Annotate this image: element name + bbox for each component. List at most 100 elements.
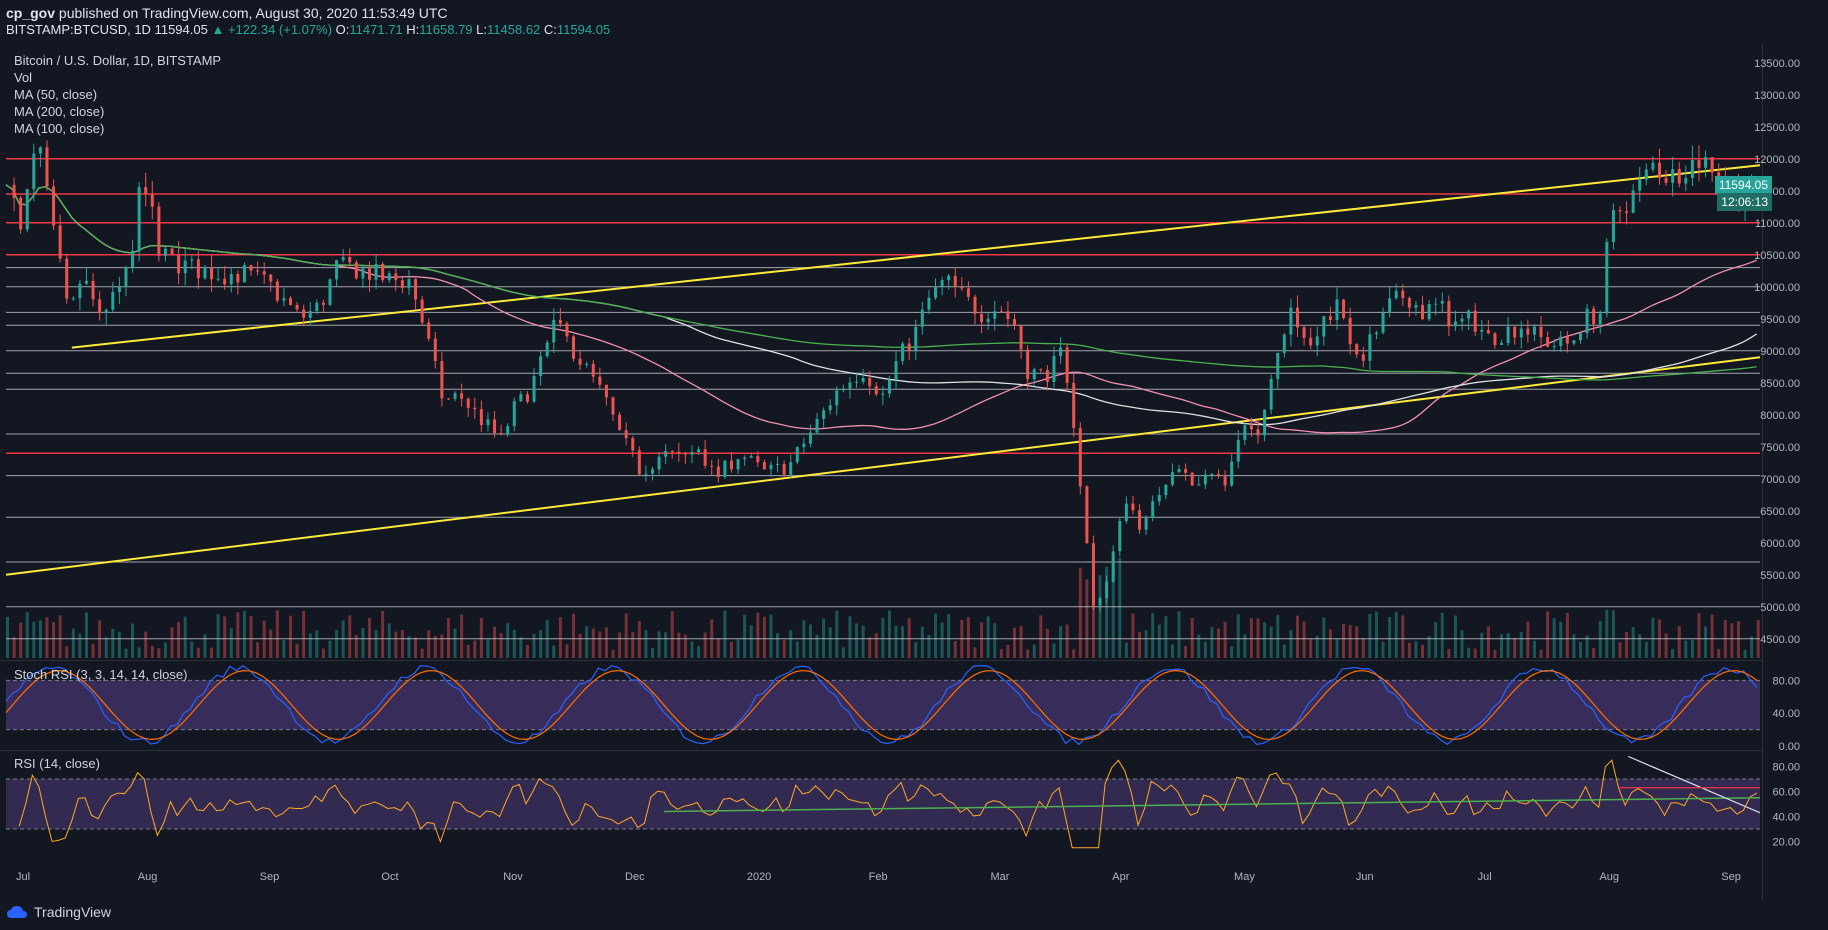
candle	[980, 305, 984, 334]
candle	[1309, 327, 1313, 349]
candle-body	[1203, 474, 1207, 485]
candle-body	[552, 319, 556, 343]
candle	[1453, 310, 1457, 332]
candle	[223, 266, 227, 290]
candle	[947, 273, 951, 290]
volume-bar	[1164, 616, 1168, 658]
tradingview-logo[interactable]: TradingView	[6, 904, 111, 920]
rsi-label[interactable]: RSI (14, close)	[14, 756, 100, 771]
candle-body	[631, 438, 635, 451]
candle-body	[887, 379, 891, 394]
price-tick-label: 11000.00	[1755, 218, 1800, 230]
candle	[38, 145, 42, 168]
candle	[795, 446, 799, 465]
candle	[242, 262, 246, 283]
legend-ma100[interactable]: MA (100, close)	[14, 121, 105, 136]
volume-bar	[881, 617, 885, 658]
candle	[1210, 473, 1214, 480]
candle-body	[1381, 312, 1385, 333]
candle-body	[1592, 308, 1596, 325]
volume-bar	[835, 610, 839, 658]
candle-body	[52, 186, 56, 226]
legend-vol[interactable]: Vol	[14, 70, 33, 85]
volume-bar	[1197, 634, 1201, 658]
candle-body	[1414, 304, 1418, 308]
candle	[1302, 325, 1306, 346]
candle	[1585, 304, 1589, 339]
candle-body	[1256, 429, 1260, 436]
candle	[1361, 346, 1365, 368]
volume-bar	[789, 630, 793, 658]
candle-body	[1526, 328, 1530, 335]
candle-body	[591, 363, 595, 377]
candle-body	[1045, 370, 1049, 382]
candle-body	[374, 264, 378, 280]
candle	[1256, 419, 1260, 444]
candle	[19, 195, 23, 234]
volume-bar	[1717, 648, 1721, 658]
volume-bar	[1401, 615, 1405, 658]
candle-body	[117, 287, 121, 292]
low-value: 11458.62	[487, 22, 541, 37]
candle-body	[907, 343, 911, 351]
candle	[776, 456, 780, 473]
volume-bar	[1289, 630, 1293, 658]
volume-bar	[736, 639, 740, 658]
volume-bar	[400, 630, 404, 658]
volume-bar	[1006, 644, 1010, 658]
candle	[1091, 535, 1095, 611]
candle-body	[677, 451, 681, 454]
candle	[1315, 326, 1319, 357]
volume-bar	[453, 628, 457, 658]
volume-bar	[1217, 628, 1221, 658]
stoch-tick-label: 80.00	[1772, 675, 1800, 687]
author-name[interactable]: cp_gov	[6, 5, 56, 21]
legend-ma200[interactable]: MA (200, close)	[14, 104, 105, 119]
stoch-rsi-label[interactable]: Stoch RSI (3, 3, 14, 14, close)	[14, 667, 188, 682]
candle	[657, 452, 661, 475]
candle-body	[137, 186, 141, 251]
volume-bar	[1532, 640, 1536, 658]
candle	[743, 455, 747, 466]
volume-bar	[1282, 644, 1286, 658]
candle	[966, 281, 970, 301]
legend-ma50[interactable]: MA (50, close)	[14, 87, 98, 102]
candle	[1506, 316, 1510, 346]
candle-body	[736, 459, 740, 470]
rsi-line	[18, 759, 1757, 849]
candle-body	[1579, 333, 1583, 341]
candle-body	[1513, 326, 1517, 338]
chart-canvas[interactable]: 0.00 40.00 80.00 20.00 40.00 60.00 80.00 4500…	[0, 44, 1828, 900]
candle	[1269, 374, 1273, 415]
candle	[1598, 310, 1602, 334]
candle-body	[1631, 190, 1635, 213]
price-tick-label: 7000.00	[1760, 474, 1800, 486]
candle-body	[289, 298, 293, 305]
volume-bar	[486, 639, 490, 658]
candle-body	[275, 281, 279, 301]
candle-body	[400, 280, 404, 288]
candle-body	[1342, 299, 1346, 318]
candle	[12, 177, 16, 212]
candle-body	[1243, 425, 1247, 440]
candle-body	[1388, 298, 1392, 313]
candle	[558, 307, 562, 328]
candle-body	[1197, 484, 1201, 486]
candle-body	[789, 462, 793, 475]
volume-bar	[539, 630, 543, 658]
volume-bar	[1684, 640, 1688, 658]
volume-bar	[1361, 638, 1365, 658]
candle	[190, 255, 194, 270]
candle	[1460, 313, 1464, 331]
candle-body	[1269, 378, 1273, 410]
candle-body	[1644, 169, 1648, 180]
candle	[91, 272, 95, 307]
volume-bar	[927, 634, 931, 658]
candle	[1421, 295, 1425, 321]
candle	[1368, 326, 1372, 370]
candle-body	[1223, 476, 1227, 486]
volume-bar	[84, 612, 88, 658]
volume-bar	[1223, 621, 1227, 658]
candle	[32, 143, 36, 202]
chart-header: cp_gov published on TradingView.com, Aug…	[0, 0, 1828, 44]
